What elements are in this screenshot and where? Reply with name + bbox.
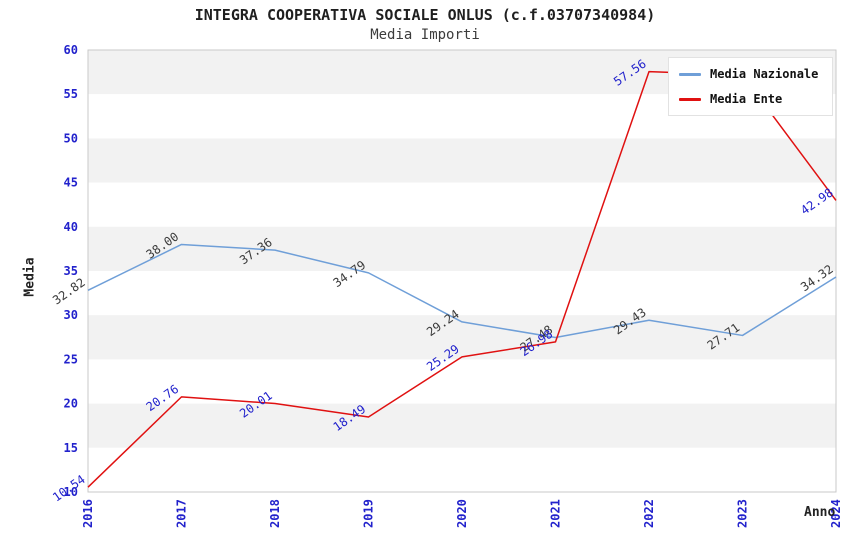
y-tick-label: 10	[64, 485, 78, 499]
x-tick-label: 2023	[736, 499, 750, 528]
x-tick-label: 2019	[362, 499, 376, 528]
legend-item-label: Media Ente	[710, 92, 783, 106]
plot-band	[88, 226, 836, 271]
chart-subtitle: Media Importi	[370, 27, 480, 43]
x-tick-label: 2018	[268, 499, 282, 528]
y-axis-label: Media	[22, 257, 38, 297]
plot-band	[88, 403, 836, 448]
x-axis-label: Anno	[804, 505, 836, 520]
plot-band	[88, 271, 836, 316]
legend-line-swatch-icon	[679, 72, 701, 76]
plot-border	[87, 49, 837, 493]
series-line-media-nazionale	[87, 243, 837, 339]
plot-band	[88, 182, 836, 227]
x-tick-label: 2020	[455, 499, 469, 528]
x-tick-label: 2016	[81, 499, 95, 528]
x-tick-label: 2017	[175, 499, 189, 528]
plot-band	[88, 447, 836, 492]
x-tick-label: 2022	[642, 499, 656, 528]
x-tick-label: 2021	[549, 499, 563, 528]
y-tick-label: 40	[64, 220, 78, 234]
y-tick-label: 35	[64, 264, 78, 278]
y-tick-label: 55	[64, 87, 78, 101]
chart-title: INTEGRA COOPERATIVA SOCIALE ONLUS (c.f.0…	[194, 6, 656, 24]
y-tick-label: 25	[64, 352, 78, 366]
y-tick-label: 50	[64, 131, 78, 145]
y-tick-label: 30	[64, 308, 78, 322]
legend-item-media-nazionale: Media Nazionale	[679, 67, 818, 81]
plot-band	[88, 359, 836, 404]
x-tick-label: 2024	[829, 499, 843, 528]
y-tick-label: 20	[64, 397, 78, 411]
y-tick-label: 60	[64, 43, 78, 57]
legend-line-swatch-icon	[679, 97, 701, 101]
legend: Media Nazionale Media Ente	[668, 57, 834, 116]
legend-item-label: Media Nazionale	[710, 67, 819, 81]
y-tick-label: 45	[64, 176, 78, 190]
plot-band	[88, 138, 836, 183]
y-tick-label: 15	[64, 441, 78, 455]
data-label: 32.82	[50, 275, 88, 307]
legend-item-media-ente: Media Ente	[679, 92, 818, 106]
